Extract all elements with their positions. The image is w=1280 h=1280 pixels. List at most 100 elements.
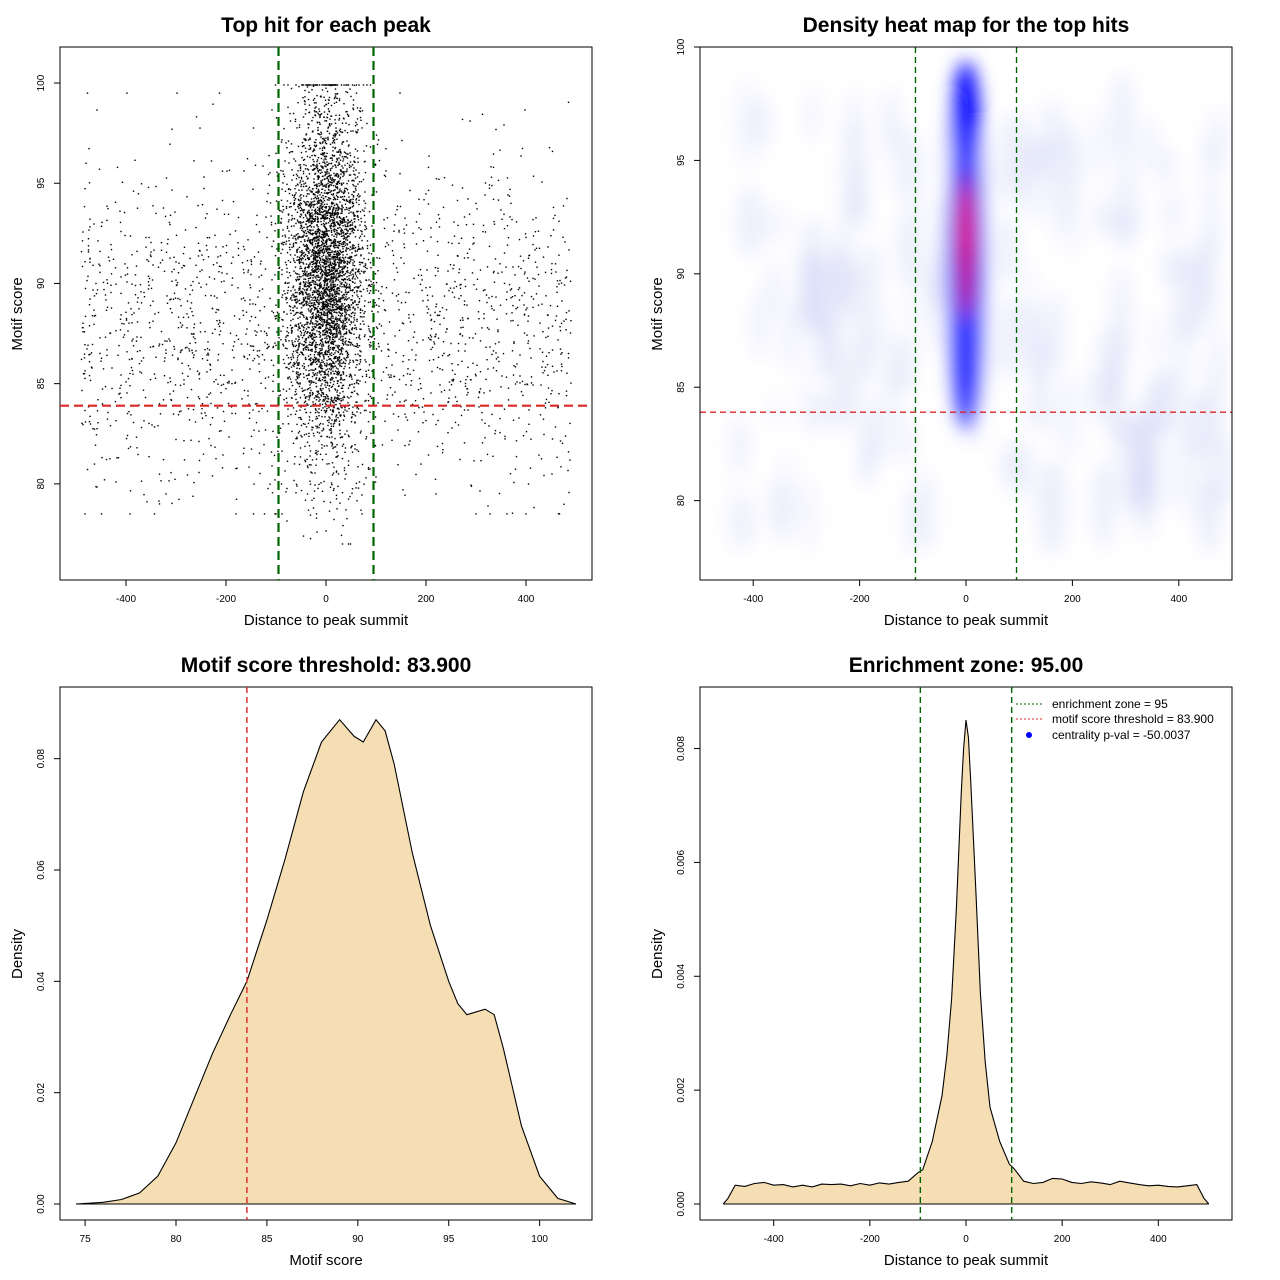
scatter-point — [338, 257, 341, 259]
scatter-point — [355, 401, 357, 403]
scatter-point — [343, 84, 345, 86]
scatter-point — [302, 305, 305, 307]
scatter-point — [325, 103, 328, 106]
scatter-point — [319, 268, 321, 271]
scatter-point — [298, 275, 301, 278]
scatter-point — [354, 448, 356, 450]
scatter-point — [300, 236, 303, 238]
scatter-point — [329, 259, 331, 261]
scatter-point — [303, 300, 305, 302]
scatter-point — [326, 312, 329, 315]
scatter-point — [320, 324, 322, 326]
scatter-point — [295, 393, 298, 395]
scatter-point — [287, 276, 289, 279]
scatter-point — [288, 162, 290, 164]
scatter-point — [370, 280, 372, 283]
scatter-point — [285, 340, 287, 342]
scatter-point — [158, 503, 161, 505]
scatter-point — [356, 214, 359, 217]
scatter-point — [337, 396, 339, 398]
scatter-point — [317, 245, 320, 248]
scatter-point — [313, 250, 316, 252]
scatter-point — [339, 349, 341, 351]
scatter-point — [320, 339, 323, 341]
scatter-point — [336, 157, 338, 160]
scatter-point — [176, 281, 179, 284]
scatter-point — [319, 115, 321, 117]
scatter-point — [345, 249, 347, 251]
scatter-point — [369, 341, 372, 344]
scatter-point — [551, 349, 554, 351]
scatter-point — [329, 295, 331, 297]
scatter-point — [323, 312, 325, 315]
scatter-point — [348, 306, 350, 308]
scatter-point — [338, 319, 340, 322]
scatter-point — [302, 211, 305, 214]
scatter-point — [365, 438, 367, 440]
scatter-point — [332, 284, 335, 286]
scatter-point — [329, 215, 332, 217]
scatter-point — [320, 249, 323, 252]
scatter-point — [292, 245, 295, 248]
scatter-point — [330, 319, 333, 322]
scatter-point — [294, 289, 296, 291]
scatter-point — [343, 199, 346, 202]
scatter-point — [332, 280, 334, 282]
scatter-point — [335, 344, 337, 347]
scatter-point — [328, 199, 330, 201]
scatter-point — [307, 326, 309, 328]
scatter-point — [345, 299, 348, 301]
scatter-point — [287, 106, 289, 108]
scatter-point — [330, 224, 332, 226]
scatter-point — [346, 208, 348, 210]
scatter-point — [301, 257, 304, 259]
scatter-point — [299, 167, 302, 169]
scatter-point — [144, 396, 147, 399]
scatter-point — [301, 390, 304, 392]
scatter-point — [258, 363, 260, 365]
scatter-point — [320, 296, 322, 298]
scatter-point — [303, 209, 306, 211]
scatter-point — [343, 414, 345, 416]
scatter-point — [364, 171, 367, 174]
scatter-point — [289, 274, 292, 277]
scatter-point — [298, 246, 301, 249]
scatter-point — [387, 374, 390, 376]
scatter-point — [349, 224, 352, 226]
scatter-point — [347, 353, 350, 356]
scatter-point — [238, 318, 241, 320]
scatter-point — [315, 301, 318, 303]
scatter-point — [307, 210, 309, 213]
scatter-point — [342, 218, 344, 221]
scatter-point — [343, 220, 346, 222]
scatter-point — [330, 216, 333, 218]
scatter-point — [350, 274, 352, 276]
scatter-point — [451, 242, 453, 245]
scatter-point — [543, 474, 545, 477]
scatter-point — [354, 226, 357, 229]
scatter-point — [291, 179, 293, 181]
scatter-point — [297, 373, 299, 375]
scatter-point — [330, 326, 333, 328]
scatter-point — [304, 214, 307, 216]
scatter-point — [338, 357, 341, 359]
scatter-point — [189, 257, 191, 260]
scatter-point — [347, 192, 350, 194]
scatter-point — [332, 410, 335, 412]
scatter-point — [338, 329, 341, 331]
scatter-point — [341, 303, 343, 305]
scatter-point — [311, 254, 313, 256]
scatter-point — [323, 244, 326, 246]
scatter-point — [351, 344, 354, 346]
scatter-point — [324, 372, 326, 374]
scatter-point — [327, 185, 330, 187]
scatter-point — [563, 284, 566, 286]
scatter-point — [329, 332, 331, 334]
scatter-point — [324, 263, 326, 265]
scatter-point — [330, 190, 333, 192]
scatter-point — [276, 248, 278, 250]
scatter-point — [358, 271, 360, 273]
scatter-point — [293, 235, 295, 237]
scatter-point — [326, 337, 328, 340]
scatter-point — [350, 376, 353, 378]
